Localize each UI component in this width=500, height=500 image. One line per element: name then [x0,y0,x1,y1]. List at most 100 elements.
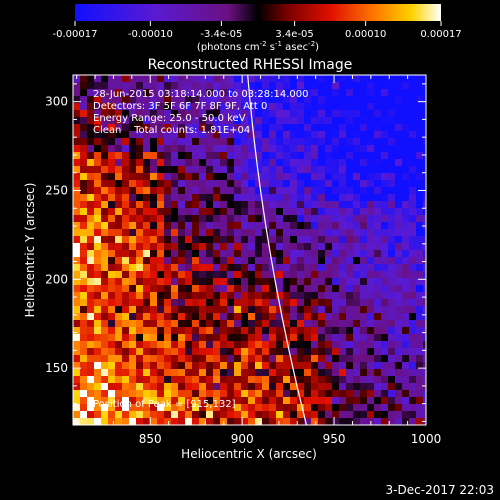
heatmap-cell [304,145,311,152]
heatmap-cell [150,397,157,404]
heatmap-cell [150,278,157,285]
heatmap-cell [423,229,426,236]
heatmap-cell [353,117,360,124]
heatmap-cell [192,89,199,96]
heatmap-cell [325,152,332,159]
heatmap-cell [290,201,297,208]
heatmap-cell [136,187,143,194]
heatmap-cell [381,257,388,264]
heatmap-cell [360,208,367,215]
heatmap-cell [115,222,122,229]
heatmap-cell [416,320,423,327]
heatmap-cell [367,166,374,173]
heatmap-cell [164,313,171,320]
heatmap-cell [178,180,185,187]
heatmap-cell [241,82,248,89]
heatmap-cell [220,208,227,215]
heatmap-cell [339,145,346,152]
heatmap-cell [332,117,339,124]
heatmap-cell [108,187,115,194]
heatmap-cell [353,264,360,271]
heatmap-cell [185,278,192,285]
heatmap-cell [346,369,353,376]
heatmap-cell [185,138,192,145]
heatmap-cell [262,166,269,173]
heatmap-cell [318,117,325,124]
heatmap-cell [262,75,269,82]
heatmap-cell [255,390,262,397]
heatmap-cell [73,180,80,187]
heatmap-cell [80,327,87,334]
heatmap-cell [381,201,388,208]
heatmap-cell [388,159,395,166]
heatmap-cell [108,103,115,110]
heatmap-cell [262,257,269,264]
heatmap-cell [360,362,367,369]
heatmap-cell [311,390,318,397]
heatmap-cell [360,355,367,362]
heatmap-cell [367,138,374,145]
heatmap-cell [108,327,115,334]
heatmap-cell [332,194,339,201]
heatmap-cell [73,257,80,264]
heatmap-cell [325,110,332,117]
heatmap-cell [171,243,178,250]
heatmap-cell [213,271,220,278]
heatmap-cell [185,124,192,131]
heatmap-cell [262,117,269,124]
heatmap-cell [185,348,192,355]
heatmap-cell [192,369,199,376]
heatmap-cell [206,320,213,327]
heatmap-cell [199,124,206,131]
heatmap-cell [213,341,220,348]
heatmap-cell [150,138,157,145]
heatmap-cell [94,243,101,250]
heatmap-cell [248,383,255,390]
heatmap-cell [423,103,426,110]
heatmap-cell [143,348,150,355]
heatmap-cell [171,397,178,404]
heatmap-cell [325,355,332,362]
heatmap-cell [325,362,332,369]
heatmap-cell [80,376,87,383]
heatmap-cell [325,229,332,236]
heatmap-cell [388,299,395,306]
heatmap-cell [360,278,367,285]
heatmap-cell [185,173,192,180]
heatmap-cell [143,341,150,348]
heatmap-cell [297,96,304,103]
heatmap-cell [395,404,402,411]
heatmap-cell [136,82,143,89]
heatmap-cell [94,89,101,96]
heatmap-cell [157,285,164,292]
heatmap-cell [346,201,353,208]
heatmap-cell [241,341,248,348]
heatmap-cell [87,348,94,355]
heatmap-cell [416,285,423,292]
heatmap-cell [395,138,402,145]
heatmap-cell [332,320,339,327]
heatmap-cell [311,306,318,313]
heatmap-cell [360,334,367,341]
heatmap-cell [122,117,129,124]
colorbar-ticks: -0.00017 -0.00010 -3.4e-05 3.4e-05 0.00010 0.… [53,21,462,40]
heatmap-cell [94,131,101,138]
heatmap-cell [409,173,416,180]
heatmap-cell [395,376,402,383]
heatmap-cell [101,208,108,215]
heatmap-cell [276,89,283,96]
heatmap-cell [178,257,185,264]
heatmap-cell [416,292,423,299]
heatmap-cell [297,159,304,166]
heatmap-cell [283,75,290,82]
heatmap-cell [276,320,283,327]
heatmap-cell [395,166,402,173]
heatmap-cell [297,229,304,236]
heatmap-cell [311,257,318,264]
heatmap-cell [255,313,262,320]
heatmap-cell [87,320,94,327]
heatmap-cell [94,341,101,348]
heatmap-cell [374,341,381,348]
heatmap-cell [241,383,248,390]
heatmap-cell [199,173,206,180]
